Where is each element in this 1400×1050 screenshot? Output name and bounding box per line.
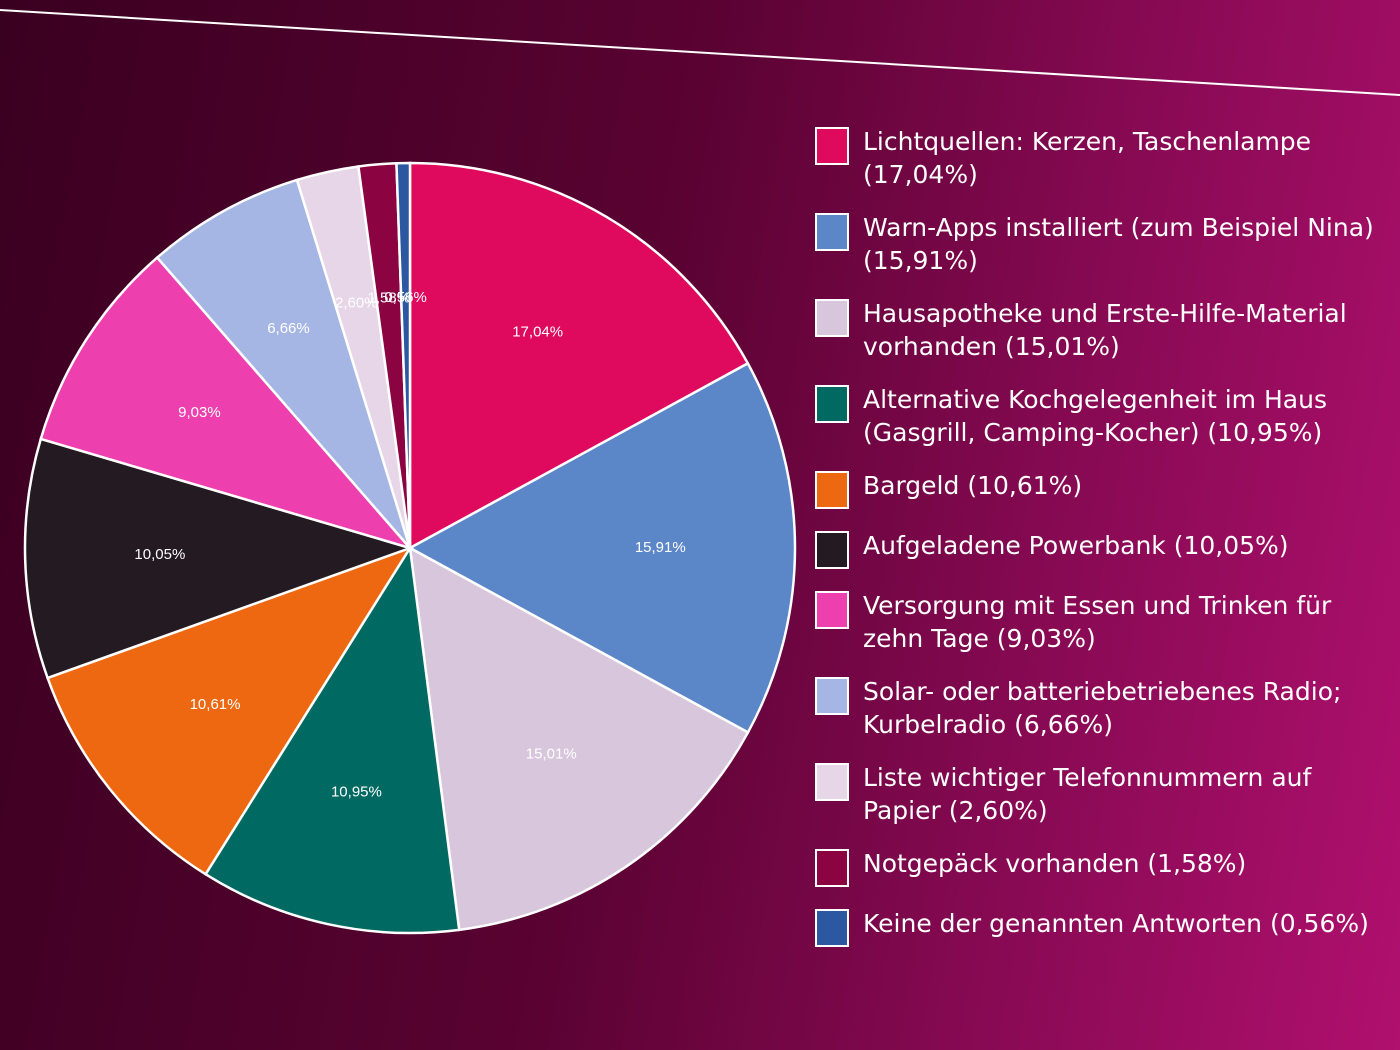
pie-slice <box>39 255 414 551</box>
legend-item: Lichtquellen: Kerzen, Taschenlampe (17,0… <box>815 125 1390 191</box>
legend-item: Warn-Apps installiert (zum Beispiel Nina… <box>815 211 1390 277</box>
slice-label: 10,61% <box>190 696 241 713</box>
legend-label: Hausapotheke und Erste-Hilfe-Material vo… <box>863 299 1347 361</box>
slice-label: 2,60% <box>335 295 378 312</box>
legend: Lichtquellen: Kerzen, Taschenlampe (17,0… <box>815 125 1390 947</box>
legend-swatch <box>815 127 849 165</box>
legend-swatch <box>815 763 849 801</box>
legend-item: Notgepäck vorhanden (1,58%) <box>815 847 1390 887</box>
pie-slice <box>155 178 412 549</box>
slice-label: 9,03% <box>178 404 221 421</box>
legend-swatch <box>815 677 849 715</box>
legend-label: Alternative Kochgelegenheit im Haus (Gas… <box>863 385 1327 447</box>
legend-swatch <box>815 385 849 423</box>
pie-slice <box>395 161 412 549</box>
legend-item: Solar- oder batteriebetriebenes Radio; K… <box>815 675 1390 741</box>
legend-swatch <box>815 849 849 887</box>
slice-label: 15,91% <box>635 539 686 556</box>
legend-label: Keine der genannten Antworten (0,56%) <box>863 909 1369 938</box>
legend-item: Versorgung mit Essen und Trinken für zeh… <box>815 589 1390 655</box>
legend-swatch <box>815 591 849 629</box>
pie-slice <box>23 437 415 680</box>
pie-slice <box>407 361 797 735</box>
slice-label: 6,66% <box>267 320 310 337</box>
pie-slice <box>408 161 750 551</box>
slice-label: 15,01% <box>526 746 577 763</box>
legend-swatch <box>815 531 849 569</box>
slice-label: 0,56% <box>384 289 427 306</box>
slice-label: 17,04% <box>512 324 563 341</box>
legend-label: Warn-Apps installiert (zum Beispiel Nina… <box>863 213 1374 275</box>
legend-item: Alternative Kochgelegenheit im Haus (Gas… <box>815 383 1390 449</box>
pie-slice <box>408 545 750 932</box>
legend-swatch <box>815 471 849 509</box>
legend-label: Versorgung mit Essen und Trinken für zeh… <box>863 591 1332 653</box>
slice-label: 10,95% <box>331 783 382 800</box>
slice-label: 10,05% <box>134 546 185 563</box>
legend-label: Notgepäck vorhanden (1,58%) <box>863 849 1247 878</box>
legend-item: Keine der genannten Antworten (0,56%) <box>815 907 1390 947</box>
legend-item: Hausapotheke und Erste-Hilfe-Material vo… <box>815 297 1390 363</box>
frame-line <box>0 9 1400 96</box>
pie-slice <box>203 544 461 935</box>
legend-label: Aufgeladene Powerbank (10,05%) <box>863 531 1289 560</box>
legend-swatch <box>815 299 849 337</box>
legend-swatch <box>815 909 849 947</box>
legend-label: Bargeld (10,61%) <box>863 471 1083 500</box>
legend-swatch <box>815 213 849 251</box>
legend-label: Lichtquellen: Kerzen, Taschenlampe (17,0… <box>863 127 1312 189</box>
legend-label: Solar- oder batteriebetriebenes Radio; K… <box>863 677 1342 739</box>
legend-item: Bargeld (10,61%) <box>815 469 1390 509</box>
legend-label: Liste wichtiger Telefonnummern auf Papie… <box>863 763 1312 825</box>
legend-item: Liste wichtiger Telefonnummern auf Papie… <box>815 761 1390 827</box>
slice-label: 1,58% <box>368 290 411 307</box>
pie-slice <box>45 545 413 876</box>
legend-item: Aufgeladene Powerbank (10,05%) <box>815 529 1390 569</box>
